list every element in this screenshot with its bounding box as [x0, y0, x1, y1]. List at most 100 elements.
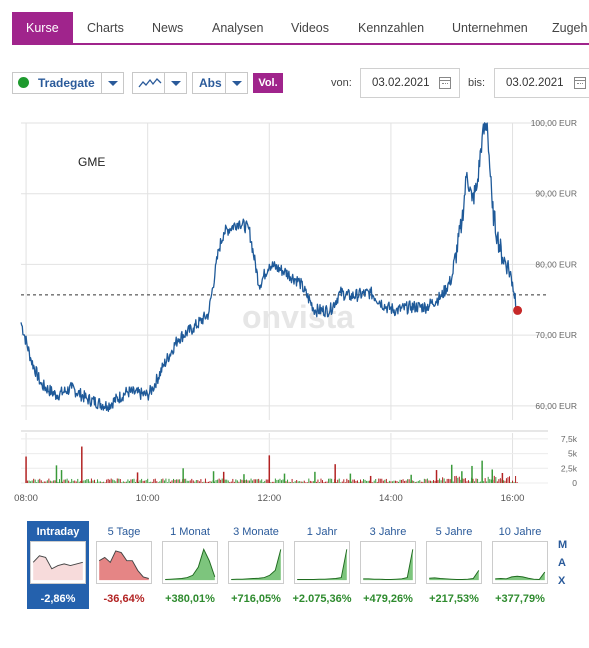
- period-change: +2.075,36%: [292, 593, 352, 605]
- y-axis: 100,00 EUR 90,00 EUR 80,00 EUR 70,00 EUR 60,…: [531, 118, 577, 411]
- period-selector: Intraday -2,86% 5 Tage -36,64% 1 Monat +380,0…: [27, 521, 557, 609]
- price-line: [20, 122, 519, 412]
- period-label: 3 Jahre: [369, 526, 407, 538]
- from-date-field[interactable]: 03.02.2021: [360, 68, 460, 98]
- from-date-value: 03.02.2021: [372, 77, 430, 89]
- period-5-jahre[interactable]: 5 Jahre +217,53%: [423, 521, 485, 609]
- tab-news[interactable]: News: [152, 21, 184, 35]
- period-5-tage[interactable]: 5 Tage -36,64%: [93, 521, 155, 609]
- period-label: 5 Jahre: [435, 526, 473, 538]
- calendar-icon[interactable]: [574, 77, 586, 89]
- line-chart-icon: [138, 78, 162, 88]
- sparkline-line: [165, 548, 216, 580]
- period-sparkline: [96, 541, 152, 584]
- scale-label: Abs: [199, 76, 222, 90]
- period-sparkline: [492, 541, 548, 584]
- chart-grid: [21, 122, 548, 484]
- period-label: 5 Tage: [107, 526, 141, 538]
- to-date-label: bis:: [468, 77, 486, 89]
- tab-kurse[interactable]: Kurse: [12, 12, 73, 43]
- chevron-down-icon[interactable]: [101, 73, 123, 93]
- sparkline-area: [297, 549, 347, 581]
- sparkline-area: [165, 549, 215, 581]
- exchange-select[interactable]: Tradegate: [12, 72, 124, 94]
- volume-bars: [25, 446, 518, 483]
- to-date-value: 03.02.2021: [506, 77, 564, 89]
- range-link-x[interactable]: X: [558, 575, 566, 587]
- x-tick-label: 14:00: [379, 493, 403, 504]
- period-change: +716,05%: [231, 593, 281, 605]
- sparkline-area: [99, 550, 149, 581]
- period-label: 1 Jahr: [306, 526, 338, 538]
- period-label: 1 Monat: [170, 526, 210, 538]
- sparkline-line: [297, 549, 348, 580]
- period-sparkline: [30, 541, 86, 584]
- exchange-label: Tradegate: [38, 76, 95, 90]
- period-sparkline: [360, 541, 416, 584]
- tab-kennzahlen[interactable]: Kennzahlen: [358, 21, 425, 35]
- period-label: 10 Jahre: [498, 526, 542, 538]
- sparkline-line: [363, 549, 414, 580]
- period-1-monat[interactable]: 1 Monat +380,01%: [159, 521, 221, 609]
- x-tick-label: 08:00: [14, 493, 38, 504]
- navigation-tabs: Kurse Charts News Analysen Videos Kennza…: [12, 12, 589, 45]
- volume-toggle-button[interactable]: Vol.: [253, 73, 283, 93]
- sparkline-line: [231, 549, 282, 580]
- period-change: +217,53%: [429, 593, 479, 605]
- to-date-field[interactable]: 03.02.2021: [494, 68, 589, 98]
- period-change: +377,79%: [495, 593, 545, 605]
- period-1-jahr[interactable]: 1 Jahr +2.075,36%: [291, 521, 353, 609]
- calendar-icon[interactable]: [439, 77, 451, 89]
- from-date-label: von:: [331, 77, 352, 89]
- sparkline-area: [231, 549, 281, 581]
- sparkline-line: [429, 570, 480, 580]
- tab-unternehmen[interactable]: Unternehmen: [452, 21, 528, 35]
- y-tick-label: 90,00 EUR: [535, 189, 577, 199]
- sparkline-area: [429, 570, 479, 581]
- volume-tick-label: 0: [572, 478, 577, 488]
- sparkline-line: [495, 571, 546, 580]
- tab-analysen[interactable]: Analysen: [212, 21, 264, 35]
- x-axis: 08:00 10:00 12:00 14:00 16:00: [14, 493, 524, 504]
- period-intraday[interactable]: Intraday -2,86%: [27, 521, 89, 609]
- last-price-marker: [513, 305, 523, 315]
- period-sparkline: [294, 541, 350, 584]
- price-chart[interactable]: onvista 100,00 EUR 90,00 EUR 80,00 EUR 70,0…: [0, 110, 589, 510]
- x-tick-label: 10:00: [136, 493, 160, 504]
- period-3-monate[interactable]: 3 Monate +716,05%: [225, 521, 287, 609]
- sparkline-line: [98, 550, 149, 579]
- chevron-down-icon[interactable]: [164, 73, 186, 93]
- volume-tick-label: 7,5k: [561, 434, 578, 444]
- period-label: 3 Monate: [233, 526, 279, 538]
- chart-title: GME: [78, 155, 105, 169]
- volume-tick-label: 5k: [568, 449, 578, 459]
- range-link-m[interactable]: M: [558, 539, 568, 551]
- period-change: +380,01%: [165, 593, 215, 605]
- period-change: +479,26%: [363, 593, 413, 605]
- period-10-jahre[interactable]: 10 Jahre +377,79%: [489, 521, 551, 609]
- tab-zugehoerige[interactable]: Zugeh: [552, 21, 588, 35]
- period-sparkline: [228, 541, 284, 584]
- y-tick-label: 80,00 EUR: [535, 259, 577, 269]
- chevron-down-icon[interactable]: [225, 73, 247, 93]
- tab-charts[interactable]: Charts: [87, 21, 124, 35]
- period-sparkline: [426, 541, 482, 584]
- period-label: Intraday: [36, 526, 80, 538]
- volume-y-axis: 7,5k 5k 2,5k 0: [561, 434, 578, 488]
- period-3-jahre[interactable]: 3 Jahre +479,26%: [357, 521, 419, 609]
- x-tick-label: 16:00: [501, 493, 525, 504]
- tab-videos[interactable]: Videos: [291, 21, 329, 35]
- chart-type-select[interactable]: [132, 72, 187, 94]
- y-tick-label: 100,00 EUR: [531, 118, 577, 128]
- period-change: -2,86%: [40, 593, 76, 605]
- x-tick-label: 12:00: [257, 493, 281, 504]
- sparkline-line: [32, 555, 83, 570]
- y-tick-label: 70,00 EUR: [535, 330, 577, 340]
- scale-select[interactable]: Abs: [192, 72, 248, 94]
- green-circle-icon: [18, 77, 29, 88]
- watermark: onvista: [242, 299, 354, 335]
- y-tick-label: 60,00 EUR: [535, 401, 577, 411]
- volume-tick-label: 2,5k: [561, 463, 578, 473]
- range-link-a[interactable]: A: [558, 557, 566, 569]
- period-change: -36,64%: [103, 593, 145, 605]
